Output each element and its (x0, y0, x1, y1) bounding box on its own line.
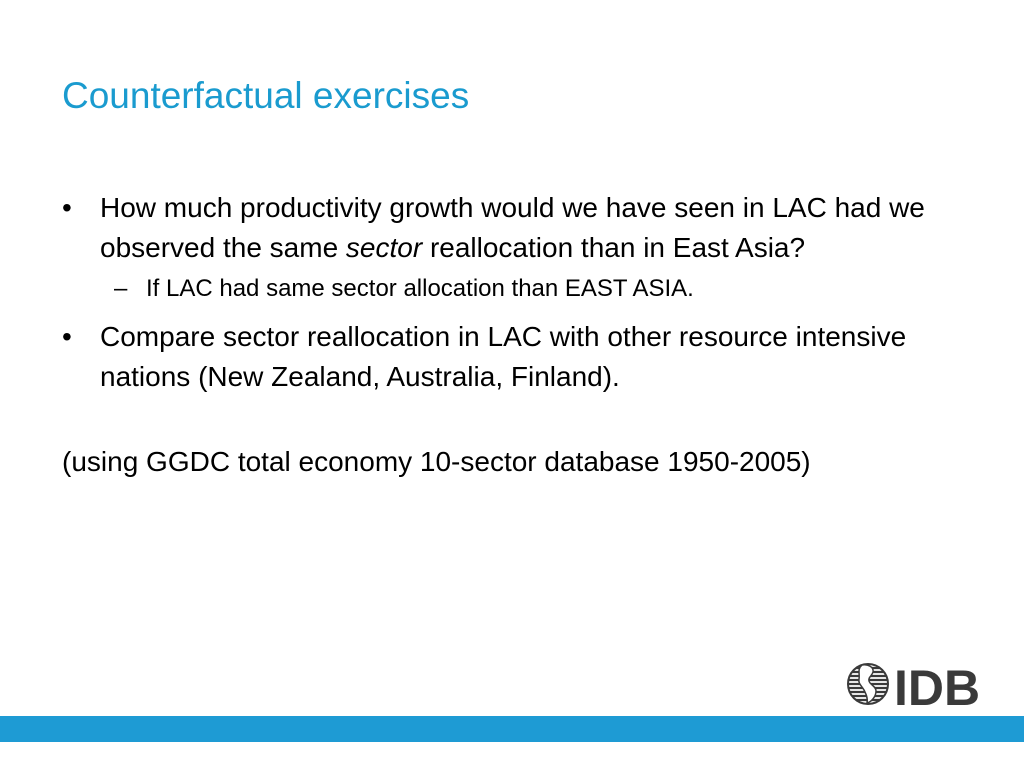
bullet-emphasis: sector (345, 232, 423, 263)
bullet-text-before: How much productivity growth would we ha… (100, 192, 925, 263)
slide-title: Counterfactual exercises (62, 75, 470, 116)
footer-bar (0, 716, 1024, 742)
globe-icon (847, 663, 889, 705)
bullet-item: • Compare sector reallocation in LAC wit… (62, 317, 962, 397)
idb-logo-text: IDB (894, 660, 980, 712)
bullet-item: • How much productivity growth would we … (62, 188, 962, 268)
database-note: (using GGDC total economy 10-sector data… (62, 446, 811, 477)
bullet-marker: • (62, 192, 72, 223)
bullet-marker: • (62, 321, 72, 352)
sub-bullet-item: – If LAC had same sector allocation than… (62, 273, 962, 305)
bullet-text-after: reallocation than in East Asia? (422, 232, 806, 263)
sub-bullet-marker: – (114, 275, 128, 302)
idb-logo-graphic: IDB (847, 660, 980, 716)
sub-bullet-text: If LAC had same sector allocation than E… (146, 275, 694, 302)
idb-logo: IDB (846, 656, 992, 716)
idb-wordmark: IDB (894, 660, 980, 716)
bullet-text: Compare sector reallocation in LAC with … (100, 321, 907, 392)
slide-body: • How much productivity growth would we … (62, 188, 962, 510)
